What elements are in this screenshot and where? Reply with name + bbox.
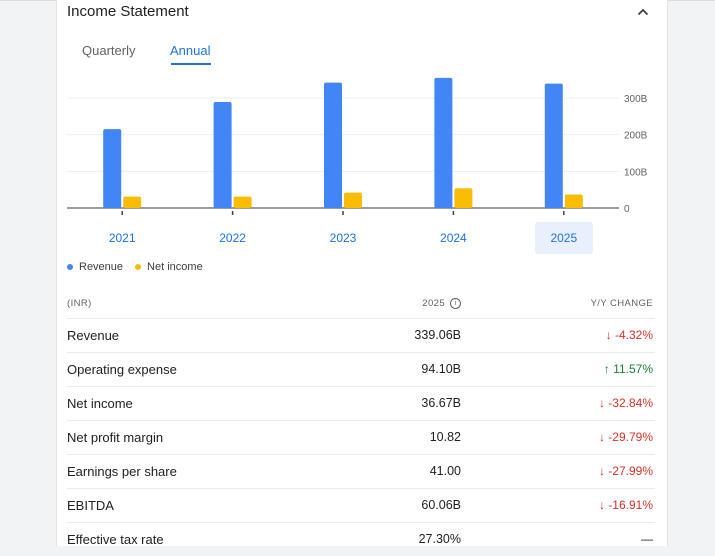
net-income-bar-2023[interactable] <box>344 192 362 208</box>
row-label: Revenue <box>67 328 120 343</box>
row-label: Effective tax rate <box>67 532 164 547</box>
header-change: Y/Y CHANGE <box>590 298 653 309</box>
row-value: 94.10B <box>421 362 461 376</box>
y-tick-label: 0 <box>624 204 630 215</box>
tab-annual[interactable]: Annual <box>170 43 211 58</box>
row-label: Net income <box>67 396 133 411</box>
row-change: ↓ -4.32% <box>605 328 653 342</box>
chevron-up-icon[interactable] <box>635 4 651 20</box>
legend-revenue: Revenue <box>67 261 123 273</box>
row-label: Earnings per share <box>67 464 177 479</box>
table-row: Earnings per share 41.00 ↓ -27.99% <box>67 454 655 488</box>
y-tick-label: 300B <box>624 94 648 105</box>
revenue-bar-2024[interactable] <box>434 77 453 208</box>
row-change: ↑ 11.57% <box>603 362 653 376</box>
row-change: — <box>641 532 653 546</box>
row-label: EBITDA <box>67 498 114 513</box>
revenue-bar-2023[interactable] <box>324 82 342 208</box>
year-2022[interactable]: 2022 <box>219 231 246 245</box>
row-value: 10.82 <box>429 430 461 444</box>
row-value: 60.06B <box>421 498 461 512</box>
tab-annual-indicator <box>171 63 211 65</box>
year-2024[interactable]: 2024 <box>440 231 467 245</box>
card-title: Income Statement <box>67 3 189 20</box>
row-value: 339.06B <box>414 328 461 342</box>
row-change: ↓ -16.91% <box>598 498 653 512</box>
row-value: 27.30% <box>418 532 461 546</box>
net-income-bar-2022[interactable] <box>233 196 252 208</box>
tab-quarterly[interactable]: Quarterly <box>82 43 136 58</box>
table-row: Net profit margin 10.82 ↓ -29.79% <box>67 420 655 454</box>
table-row: Operating expense 94.10B ↑ 11.57% <box>67 352 655 386</box>
table-row: EBITDA 60.06B ↓ -16.91% <box>67 488 655 522</box>
net-income-bar-2024[interactable] <box>454 188 473 208</box>
revenue-bar-2021[interactable] <box>103 129 122 208</box>
income-statement-card: Income Statement Quarterly Annual 0 100B 2… <box>56 0 668 547</box>
table-row: Revenue 339.06B ↓ -4.32% <box>67 318 655 352</box>
net-income-bar-2025[interactable] <box>564 194 583 208</box>
year-2023[interactable]: 2023 <box>329 231 357 245</box>
row-change: ↓ -32.84% <box>598 396 653 410</box>
table-row: Net income 36.67B ↓ -32.84% <box>67 386 655 420</box>
header-year: 2025 i <box>422 298 461 309</box>
row-value: 41.00 <box>429 464 461 478</box>
table-header: (INR) 2025 i Y/Y CHANGE <box>67 292 655 318</box>
year-2025[interactable]: 2025 <box>534 222 593 254</box>
income-table: (INR) 2025 i Y/Y CHANGE Revenue 339.06B ↓ -… <box>67 292 655 556</box>
y-tick-label: 200B <box>624 131 648 142</box>
info-icon[interactable]: i <box>450 298 461 309</box>
net-income-bar-2021[interactable] <box>123 196 142 208</box>
y-tick-label: 100B <box>624 167 648 178</box>
table-row: Effective tax rate 27.30% — <box>67 522 655 556</box>
revenue-bar-2025[interactable] <box>544 83 563 208</box>
legend-net-income: Net income <box>135 261 203 273</box>
revenue-bar-2022[interactable] <box>213 102 232 208</box>
row-change: ↓ -27.99% <box>598 464 653 478</box>
row-label: Operating expense <box>67 362 177 377</box>
row-value: 36.67B <box>421 396 461 410</box>
row-label: Net profit margin <box>67 430 164 445</box>
revenue-net-income-bar-chart: 0 100B 200B 300B <box>67 77 648 215</box>
year-2021[interactable]: 2021 <box>108 231 136 245</box>
chart-legend: Revenue Net income <box>67 261 203 273</box>
row-change: ↓ -29.79% <box>598 430 653 444</box>
header-currency: (INR) <box>67 298 92 309</box>
